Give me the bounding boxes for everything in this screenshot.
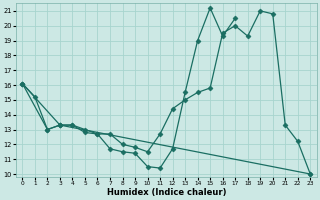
X-axis label: Humidex (Indice chaleur): Humidex (Indice chaleur) <box>107 188 226 197</box>
